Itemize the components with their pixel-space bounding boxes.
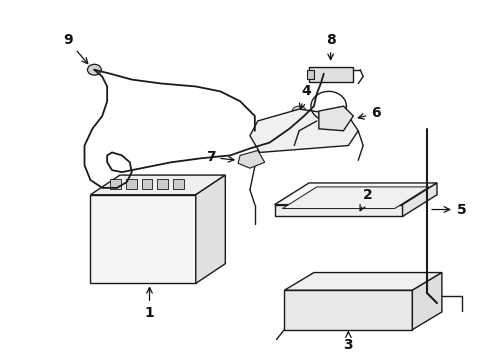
Text: 6: 6 bbox=[358, 106, 381, 120]
Polygon shape bbox=[126, 179, 137, 189]
Polygon shape bbox=[284, 290, 413, 330]
Ellipse shape bbox=[368, 306, 378, 314]
Polygon shape bbox=[196, 175, 225, 283]
Text: 3: 3 bbox=[343, 332, 353, 352]
Ellipse shape bbox=[319, 306, 329, 314]
Text: 1: 1 bbox=[145, 288, 154, 320]
Ellipse shape bbox=[376, 198, 388, 206]
Ellipse shape bbox=[346, 201, 358, 209]
Text: 7: 7 bbox=[206, 150, 234, 165]
Polygon shape bbox=[91, 175, 225, 195]
Text: 9: 9 bbox=[63, 33, 88, 64]
Text: 8: 8 bbox=[326, 33, 336, 60]
Text: 5: 5 bbox=[432, 203, 466, 216]
Polygon shape bbox=[402, 183, 437, 216]
Polygon shape bbox=[173, 179, 184, 189]
Ellipse shape bbox=[292, 106, 306, 116]
Polygon shape bbox=[307, 70, 314, 78]
Polygon shape bbox=[413, 273, 442, 330]
Text: 4: 4 bbox=[299, 84, 311, 109]
Polygon shape bbox=[157, 179, 168, 189]
Polygon shape bbox=[274, 204, 402, 216]
Polygon shape bbox=[274, 183, 437, 204]
Polygon shape bbox=[309, 67, 353, 82]
Polygon shape bbox=[284, 273, 442, 290]
Text: 2: 2 bbox=[360, 188, 373, 211]
Polygon shape bbox=[110, 179, 121, 189]
Polygon shape bbox=[238, 150, 265, 168]
Polygon shape bbox=[319, 106, 353, 131]
Polygon shape bbox=[250, 109, 358, 152]
Ellipse shape bbox=[88, 64, 101, 75]
Polygon shape bbox=[91, 195, 196, 283]
Polygon shape bbox=[142, 179, 152, 189]
Polygon shape bbox=[282, 187, 429, 208]
Ellipse shape bbox=[318, 201, 330, 209]
